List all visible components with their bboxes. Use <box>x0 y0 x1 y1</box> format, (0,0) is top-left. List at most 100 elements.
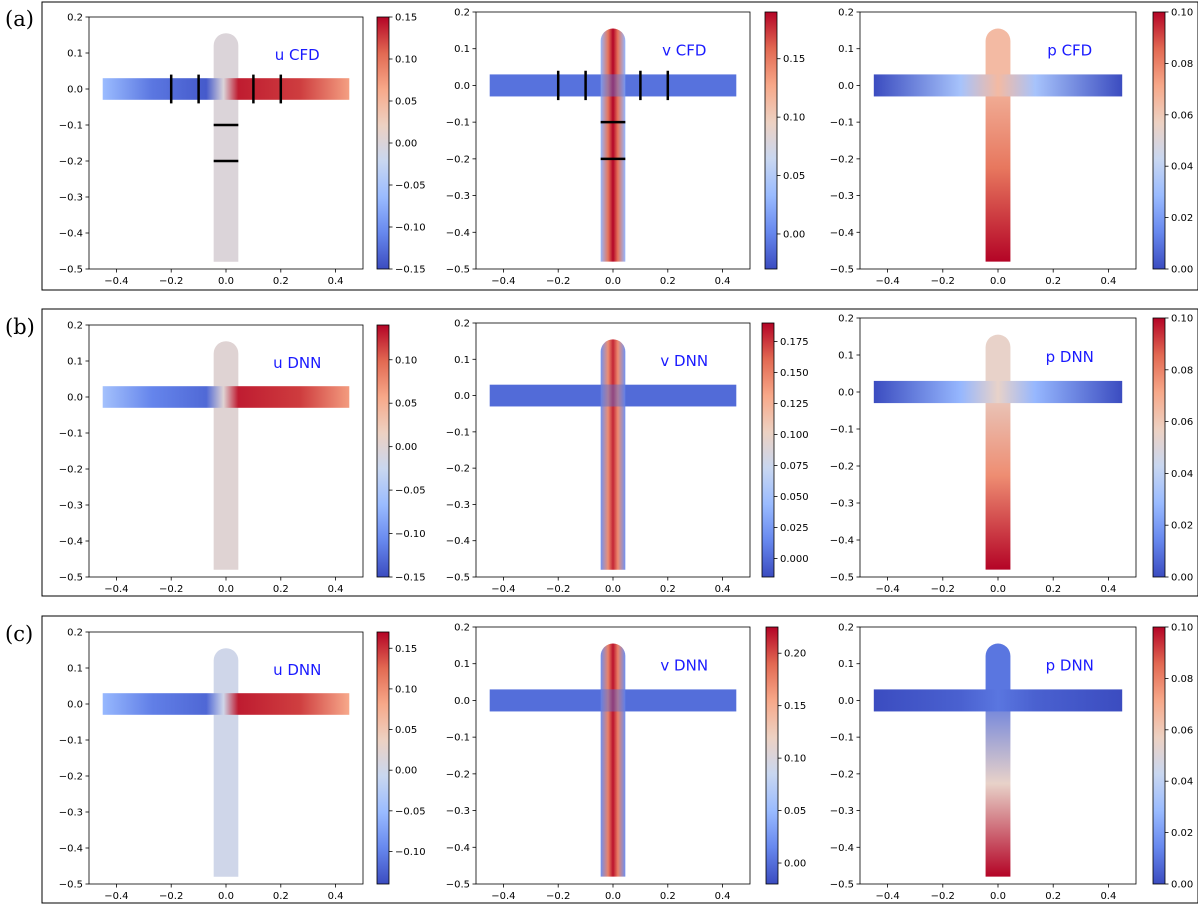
colorbar-tick-label: 0.000 <box>780 554 809 565</box>
x-tick-label: −0.2 <box>546 276 570 287</box>
chart-panel: v CFD −0.4 −0.2 0.0 0.2 0.4 0.2 0.1 0.0 −0.1 −0.2 −… <box>446 8 806 288</box>
junction-overlay <box>600 689 626 712</box>
y-tick-label: −0.5 <box>59 573 83 584</box>
colorbar-tick-label: 0.04 <box>1171 777 1193 788</box>
colorbar-tick-label: 0.10 <box>1171 623 1193 634</box>
y-tick-label: −0.5 <box>830 573 854 584</box>
y-tick-label: 0.0 <box>838 81 854 92</box>
x-tick-label: −0.4 <box>491 891 515 902</box>
colorbar <box>1152 626 1166 885</box>
y-tick-label: −0.5 <box>446 265 470 276</box>
channel-arm <box>102 693 350 715</box>
row-frame <box>41 308 1198 597</box>
colorbar-tick-label: 0.150 <box>780 368 809 379</box>
colorbar-tick-label: 0.00 <box>1171 573 1193 584</box>
colorbar-tick-label: 0.00 <box>1171 880 1193 891</box>
plot-title: u DNN <box>273 354 321 372</box>
chart-panel: p CFD −0.4 −0.2 0.0 0.2 0.4 0.2 0.1 0.0 −0.1 −0.2 −… <box>830 8 1194 288</box>
x-tick-label: 0.2 <box>1045 891 1061 902</box>
junction-overlay <box>600 384 626 407</box>
row-label: (c) <box>5 622 33 646</box>
colorbar-tick-label: 0.02 <box>1171 213 1193 224</box>
y-tick-label: 0.2 <box>67 628 83 639</box>
colorbar-tick-label: 0.10 <box>783 113 805 124</box>
colorbar-tick-label: −0.10 <box>395 847 426 858</box>
x-tick-label: 0.4 <box>715 891 731 902</box>
x-tick-label: −0.2 <box>159 276 183 287</box>
y-tick-label: 0.1 <box>454 355 470 366</box>
x-tick-label: −0.4 <box>491 584 515 595</box>
y-tick-label: 0.2 <box>67 13 83 24</box>
y-tick-label: 0.1 <box>454 44 470 55</box>
colorbar-tick-label: 0.025 <box>780 523 809 534</box>
colorbar-tick-label: 0.05 <box>395 97 417 108</box>
x-tick-label: −0.2 <box>931 276 955 287</box>
colorbar-tick-label: 0.15 <box>783 54 805 65</box>
y-tick-label: 0.2 <box>454 319 470 330</box>
colorbar-tick-label: 0.08 <box>1171 365 1193 376</box>
x-tick-label: −0.2 <box>546 891 570 902</box>
x-tick-label: 0.0 <box>990 276 1006 287</box>
x-tick-label: 0.2 <box>273 891 289 902</box>
colorbar-tick-label: 0.100 <box>780 430 809 441</box>
panel-row: (a) <box>5 1 1198 291</box>
y-tick-label: 0.2 <box>67 321 83 332</box>
x-tick-label: 0.0 <box>990 584 1006 595</box>
chart-panel: p DNN −0.4 −0.2 0.0 0.2 0.4 0.2 0.1 0.0 −0.1 −0.2 −… <box>830 314 1194 596</box>
colorbar-tick-label: 0.04 <box>1171 469 1193 480</box>
channel-stem <box>600 339 626 570</box>
colorbar <box>1152 317 1166 578</box>
row-frame <box>41 1 1198 291</box>
colorbar-tick-label: −0.05 <box>395 181 426 192</box>
y-tick-label: 0.0 <box>454 696 470 707</box>
colorbar-tick-label: 0.06 <box>1171 417 1193 428</box>
colorbar-tick-label: 0.10 <box>395 355 417 366</box>
x-tick-label: 0.4 <box>1100 276 1116 287</box>
channel-arm <box>873 380 1123 404</box>
colorbar <box>376 631 390 885</box>
x-tick-label: 0.4 <box>1100 891 1116 902</box>
plot-title: p DNN <box>1046 657 1094 675</box>
y-tick-label: 0.1 <box>67 49 83 60</box>
colorbar-tick-label: 0.10 <box>784 754 806 765</box>
y-tick-label: 0.0 <box>67 85 83 96</box>
x-tick-label: −0.2 <box>159 891 183 902</box>
colorbar-tick-label: 0.15 <box>784 701 806 712</box>
y-tick-label: −0.4 <box>830 843 854 854</box>
plot-title: p DNN <box>1046 348 1094 366</box>
colorbar-tick-label: −0.05 <box>395 806 426 817</box>
y-tick-label: −0.5 <box>59 265 83 276</box>
y-tick-label: −0.2 <box>830 769 854 780</box>
colorbar-tick-label: 0.20 <box>784 649 806 660</box>
y-tick-label: −0.3 <box>446 191 470 202</box>
colorbar-tick-label: 0.05 <box>395 399 417 410</box>
chart-panel: p DNN −0.4 −0.2 0.0 0.2 0.4 0.2 0.1 0.0 −0.1 −0.2 −… <box>830 623 1194 903</box>
y-tick-label: −0.5 <box>830 265 854 276</box>
y-tick-label: −0.1 <box>59 736 83 747</box>
colorbar-tick-label: 0.175 <box>780 337 809 348</box>
y-tick-label: 0.0 <box>454 81 470 92</box>
x-tick-label: −0.4 <box>491 276 515 287</box>
y-tick-label: −0.3 <box>59 193 83 204</box>
colorbar-tick-label: 0.06 <box>1171 110 1193 121</box>
y-tick-label: −0.5 <box>830 880 854 891</box>
figure-rows: (a) (b) (c) u CFD −0.4 −0.2 0.0 0.2 0.4 0.2 0.1 0.0… <box>5 1 1198 904</box>
y-tick-label: 0.0 <box>454 391 470 402</box>
colorbar-tick-label: 0.00 <box>395 139 417 150</box>
y-tick-label: 0.2 <box>454 623 470 634</box>
x-tick-label: 0.2 <box>273 584 289 595</box>
y-tick-label: 0.1 <box>838 44 854 55</box>
x-tick-label: 0.4 <box>328 584 344 595</box>
x-tick-label: −0.2 <box>546 584 570 595</box>
y-tick-label: 0.0 <box>838 388 854 399</box>
y-tick-label: −0.2 <box>446 154 470 165</box>
plot-title: v CFD <box>662 42 706 60</box>
colorbar-tick-label: −0.10 <box>395 223 426 234</box>
colorbar-tick-label: 0.00 <box>395 766 417 777</box>
y-tick-label: 0.0 <box>67 393 83 404</box>
y-tick-label: −0.4 <box>446 228 470 239</box>
y-tick-label: −0.1 <box>59 429 83 440</box>
x-tick-label: 0.0 <box>990 891 1006 902</box>
y-tick-label: 0.1 <box>67 664 83 675</box>
colorbar-tick-label: 0.075 <box>780 461 809 472</box>
